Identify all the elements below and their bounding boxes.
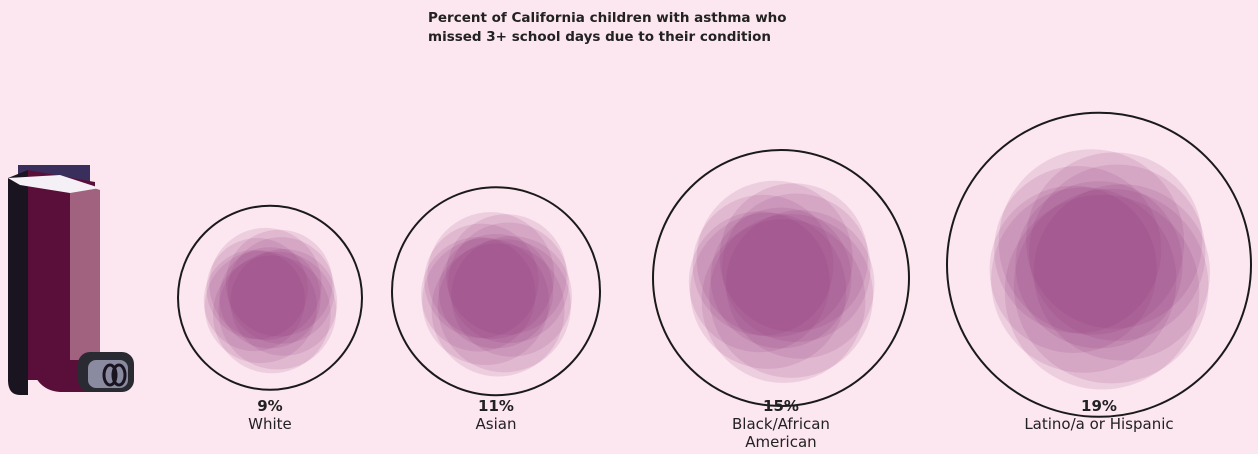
blob bbox=[1026, 152, 1203, 329]
bubble bbox=[652, 149, 910, 407]
blob bbox=[219, 247, 321, 349]
value-label: 9% bbox=[257, 397, 283, 415]
blob-cluster bbox=[203, 227, 338, 374]
blob bbox=[204, 250, 317, 364]
blob bbox=[692, 194, 834, 336]
blob bbox=[438, 234, 554, 349]
value-label: 11% bbox=[478, 397, 514, 415]
inhaler-illustration bbox=[8, 165, 134, 395]
bubble-label: 11% Asian bbox=[434, 397, 559, 433]
bubble bbox=[946, 111, 1252, 418]
blob bbox=[451, 236, 572, 357]
blob bbox=[994, 166, 1162, 334]
blob bbox=[710, 207, 852, 349]
bubble-label: 15% Black/African American bbox=[704, 397, 858, 451]
blob bbox=[431, 243, 565, 377]
category-label: White bbox=[248, 415, 292, 433]
blob bbox=[424, 223, 539, 338]
blob-cluster bbox=[688, 180, 875, 383]
blob bbox=[1033, 184, 1210, 361]
blob bbox=[446, 214, 567, 335]
blob bbox=[212, 255, 331, 374]
blob bbox=[218, 251, 337, 370]
blob bbox=[991, 187, 1177, 373]
blob bbox=[427, 212, 555, 340]
blob bbox=[422, 238, 550, 366]
blob bbox=[696, 180, 853, 337]
category-label: Latino/a or Hispanic bbox=[1024, 415, 1174, 433]
value-label: 15% bbox=[763, 397, 799, 415]
blob bbox=[1004, 194, 1200, 390]
blob bbox=[690, 212, 847, 369]
bubble-label: 9% White bbox=[215, 397, 325, 433]
blob bbox=[1015, 181, 1183, 349]
blob bbox=[225, 229, 333, 337]
bubble bbox=[177, 204, 363, 391]
blob bbox=[989, 185, 1157, 353]
blob bbox=[437, 239, 571, 373]
blob bbox=[709, 214, 874, 378]
blob bbox=[421, 237, 536, 352]
blob bbox=[701, 219, 866, 383]
value-label: 19% bbox=[1081, 397, 1117, 415]
chart-title: Percent of California children with asth… bbox=[428, 10, 787, 45]
blob bbox=[719, 183, 869, 332]
blob bbox=[1013, 188, 1209, 384]
category-label: Asian bbox=[475, 415, 517, 433]
blob bbox=[230, 249, 338, 356]
blob bbox=[203, 249, 305, 352]
blob-cluster bbox=[989, 149, 1210, 390]
blob bbox=[998, 149, 1185, 335]
category-label: Black/African American bbox=[732, 415, 830, 451]
bubble bbox=[391, 186, 601, 397]
blob bbox=[448, 222, 569, 344]
blob bbox=[209, 227, 322, 341]
bubble-label: 19% Latino/a or Hispanic bbox=[1008, 397, 1190, 433]
blob bbox=[688, 211, 830, 353]
blob bbox=[206, 238, 308, 340]
blob bbox=[722, 193, 871, 342]
blob bbox=[1029, 164, 1206, 341]
blob bbox=[725, 210, 875, 359]
blob bbox=[227, 237, 335, 344]
blob-cluster bbox=[421, 212, 572, 377]
